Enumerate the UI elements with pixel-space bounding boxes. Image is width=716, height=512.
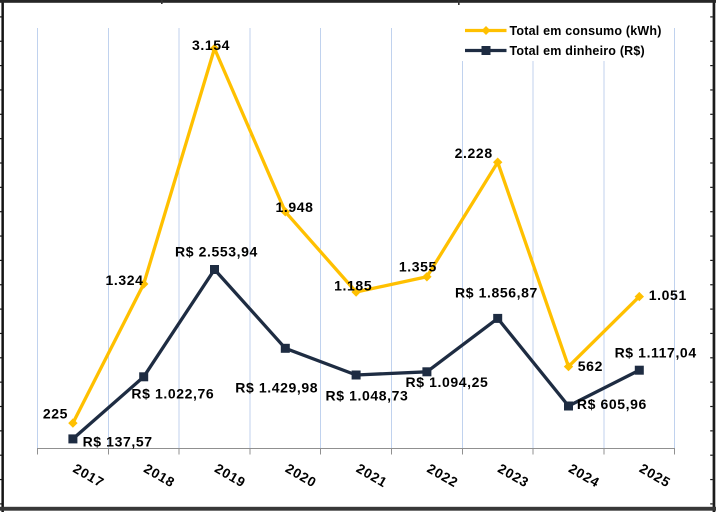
svg-text:R$ 1.429,98: R$ 1.429,98 xyxy=(235,380,318,396)
svg-text:3.154: 3.154 xyxy=(192,37,230,53)
svg-text:R$ 2.553,94: R$ 2.553,94 xyxy=(175,244,258,260)
svg-text:R$ 1.048,73: R$ 1.048,73 xyxy=(326,388,409,404)
svg-text:562: 562 xyxy=(578,358,603,374)
svg-text:1.185: 1.185 xyxy=(334,278,372,294)
svg-text:R$ 137,57: R$ 137,57 xyxy=(83,434,153,450)
svg-text:R$ 1.117,04: R$ 1.117,04 xyxy=(615,345,697,361)
svg-text:Total em dinheiro (R$): Total em dinheiro (R$) xyxy=(510,44,645,58)
svg-text:R$ 1.856,87: R$ 1.856,87 xyxy=(455,285,538,301)
svg-text:R$ 1.094,25: R$ 1.094,25 xyxy=(406,374,489,390)
svg-text:1.355: 1.355 xyxy=(399,259,437,275)
svg-text:225: 225 xyxy=(43,406,68,422)
svg-text:R$ 1.022,76: R$ 1.022,76 xyxy=(131,386,214,402)
svg-text:1.051: 1.051 xyxy=(649,287,687,303)
svg-text:Total em consumo (kWh): Total em consumo (kWh) xyxy=(510,24,662,38)
svg-text:R$ 605,96: R$ 605,96 xyxy=(577,396,647,412)
svg-text:1.324: 1.324 xyxy=(105,272,143,288)
svg-text:2.228: 2.228 xyxy=(455,145,493,161)
svg-text:1.948: 1.948 xyxy=(275,199,313,215)
